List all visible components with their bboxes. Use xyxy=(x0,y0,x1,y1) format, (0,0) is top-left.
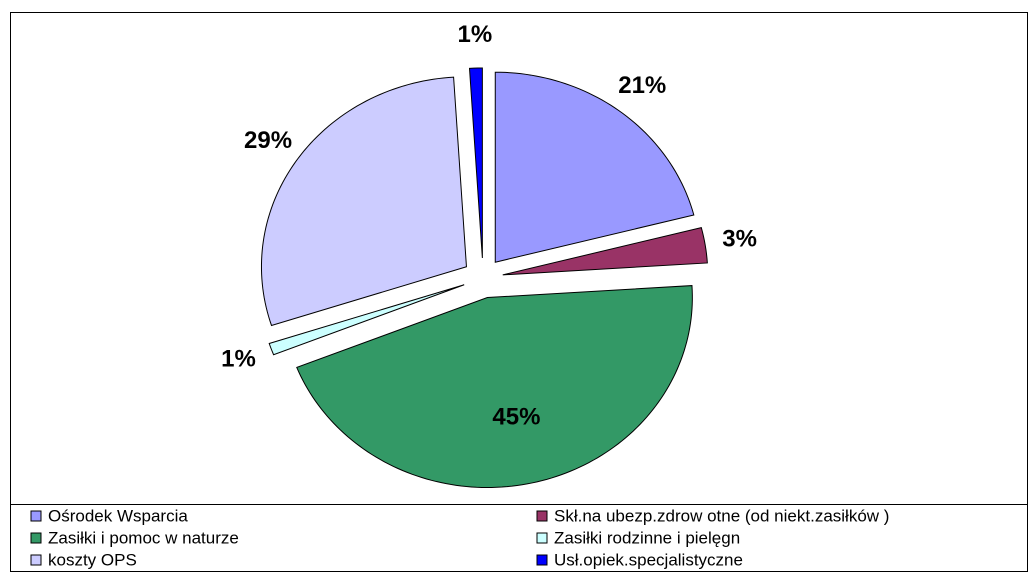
legend-swatch xyxy=(536,510,548,522)
legend-swatch xyxy=(30,532,42,544)
legend-label: koszty OPS xyxy=(48,550,137,569)
legend-label: Zasiłki i pomoc w naturze xyxy=(48,528,239,547)
legend-swatch xyxy=(536,554,548,566)
data-label: 1% xyxy=(221,345,256,372)
pie-slice xyxy=(494,71,695,263)
legend-swatch xyxy=(30,510,42,522)
pie-slice xyxy=(502,227,708,276)
pie-slice xyxy=(260,76,467,327)
pie-slice xyxy=(296,285,693,489)
legend-label: Ośrodek Wsparcia xyxy=(48,506,188,525)
pie-slice xyxy=(268,284,465,356)
data-label: 1% xyxy=(457,21,492,48)
data-label: 21% xyxy=(618,72,666,99)
legend-label: Usł.opiek.specjalistyczne xyxy=(554,550,743,569)
data-label: 29% xyxy=(244,127,292,154)
pie-slice xyxy=(468,67,483,259)
legend-label: Skł.na ubezp.zdrow otne (od niekt.zasiłk… xyxy=(554,506,889,525)
legend-swatch xyxy=(536,532,548,544)
data-label: 45% xyxy=(492,403,540,430)
legend-box xyxy=(10,504,1028,572)
legend-swatch xyxy=(30,554,42,566)
data-label: 3% xyxy=(722,225,757,252)
legend-label: Zasiłki rodzinne i pielęgn xyxy=(554,528,740,547)
